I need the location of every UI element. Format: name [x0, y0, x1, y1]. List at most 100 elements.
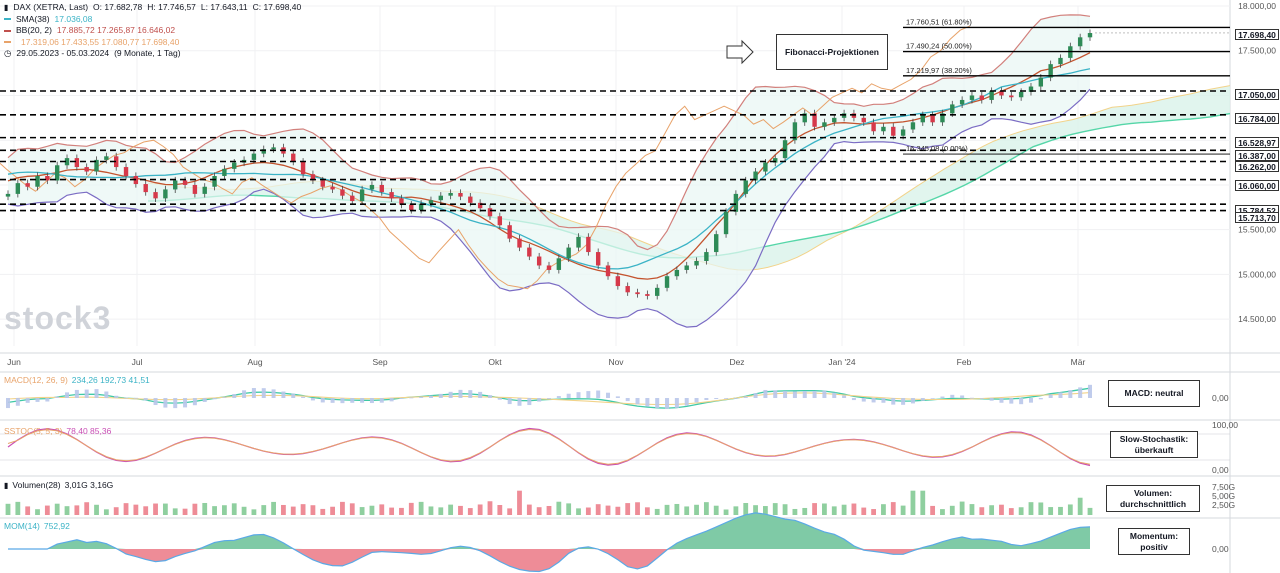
sma-swatch [4, 18, 11, 21]
volume-bar [635, 502, 640, 515]
macd-legend: MACD(12, 26, 9) 234,26 192,73 41,51 [4, 375, 150, 385]
x-tick-label: Okt [488, 357, 502, 367]
macd-histogram-bar [635, 398, 640, 405]
volume-bar [212, 506, 217, 515]
volume-bar [162, 503, 168, 515]
candle-body [792, 122, 798, 141]
watermark: stock3 [4, 300, 112, 336]
chart-legend: ▮ DAX (XETRA, Last) O: 17.682,78 H: 17.7… [4, 2, 301, 60]
candle-body [104, 156, 109, 160]
price-tag-current: 17.698,40 [1235, 29, 1279, 40]
macd-histogram-bar [438, 393, 443, 398]
volume-bar [576, 508, 581, 515]
level-tag-17050: 17.050,00 [1235, 89, 1279, 100]
volume-label: Volumen(28) [12, 480, 61, 490]
candle-body [989, 91, 994, 100]
macd-histogram-bar [1019, 398, 1024, 405]
candle-body [822, 122, 827, 127]
volume-bar [202, 502, 208, 515]
candle-body [586, 236, 591, 253]
candle-body [507, 225, 512, 239]
x-tick-label: Aug [247, 357, 262, 367]
candle-body [300, 161, 306, 175]
macd-histogram-bar [507, 398, 512, 405]
momentum-values: 752,92 [43, 521, 70, 531]
macd-histogram-bar [940, 396, 945, 398]
volume-bar [271, 501, 276, 515]
volume-bar [477, 504, 483, 515]
macd-histogram-bar [212, 398, 217, 400]
macd-histogram-bar [487, 395, 492, 398]
candle-body [723, 211, 729, 235]
candle-body [123, 167, 129, 176]
candle-body [202, 186, 207, 194]
volume-bar [1008, 508, 1014, 515]
macd-histogram-bar [419, 396, 424, 398]
candle-body [566, 247, 571, 259]
candle-body [664, 276, 670, 288]
volume-bar [644, 507, 650, 515]
momentum-zero-tick: 0,00 [1212, 544, 1229, 554]
volume-bar [684, 506, 690, 515]
macd-histogram-bar [65, 392, 70, 398]
macd-histogram-bar [1088, 384, 1092, 398]
macd-note: MACD: neutral [1108, 380, 1200, 407]
candle-body [409, 204, 414, 210]
volume-bar [851, 503, 857, 515]
candle-body [1087, 33, 1093, 38]
volume-bar [526, 504, 532, 515]
candle-body [418, 203, 424, 210]
candle-body [556, 258, 562, 270]
ohlc-high: 17.746,57 [158, 2, 196, 12]
candle-body [753, 171, 758, 181]
x-tick-label: Dez [729, 357, 744, 367]
volume-tick: 2,50G [1212, 500, 1235, 510]
volume-bar [841, 504, 847, 515]
volume-bar [940, 509, 945, 515]
legend-bb[interactable]: BB(20, 2) 17.885,72 17.265,87 16.646,02 [4, 25, 301, 37]
volume-bar [1048, 507, 1054, 515]
candle-body [438, 195, 443, 201]
candle-body [379, 184, 384, 193]
macd-histogram-bar [497, 398, 502, 400]
bb-values: 17.885,72 17.265,87 16.646,02 [56, 25, 176, 35]
candle-body [546, 265, 552, 270]
volume-bar [349, 503, 355, 515]
candle-body [1048, 64, 1053, 78]
macd-histogram-bar [665, 398, 670, 409]
candle-body [182, 180, 188, 185]
volume-bar [566, 503, 572, 515]
volume-bar [585, 507, 591, 515]
volume-bar [330, 506, 335, 515]
stochastic-d-line [7, 428, 1091, 465]
volume-values: 3,01G 3,16G [64, 480, 114, 490]
stochastic-note: Slow-Stochastik: überkauft [1110, 431, 1198, 458]
macd-histogram-bar [409, 397, 414, 399]
legend-sma[interactable]: SMA(38) 17.036,08 [4, 14, 301, 26]
candle-body [684, 265, 689, 270]
volume-bar [44, 505, 50, 515]
macd-histogram-bar [566, 393, 571, 398]
momentum-note: Momentum: positiv [1118, 528, 1190, 555]
macd-histogram-bar [950, 394, 955, 398]
volume-bar [418, 501, 424, 515]
bb-swatch [4, 29, 11, 32]
candle-body [743, 180, 748, 194]
clock-icon: ◷ [4, 48, 12, 58]
candle-body [969, 95, 975, 100]
candle-body [350, 195, 355, 202]
macd-histogram-bar [586, 391, 591, 398]
candle-body [15, 183, 21, 194]
macd-histogram-bar [369, 398, 374, 404]
volume-bar [1067, 504, 1073, 515]
candle-body [251, 153, 257, 160]
bollinger-lower [7, 88, 1091, 328]
momentum-negative-area [8, 549, 1090, 572]
fibonacci-label: 16.345,08 (0.00%) [906, 144, 968, 153]
legend-ichimoku[interactable]: 17.319,06 17.433,55 17.080,77 17.698,40 [4, 37, 301, 49]
volume-bar [192, 503, 198, 515]
candle-body [389, 192, 394, 199]
candle-body [871, 122, 876, 132]
momentum-label: MOM(14) [4, 521, 40, 531]
volume-bar [772, 503, 778, 515]
